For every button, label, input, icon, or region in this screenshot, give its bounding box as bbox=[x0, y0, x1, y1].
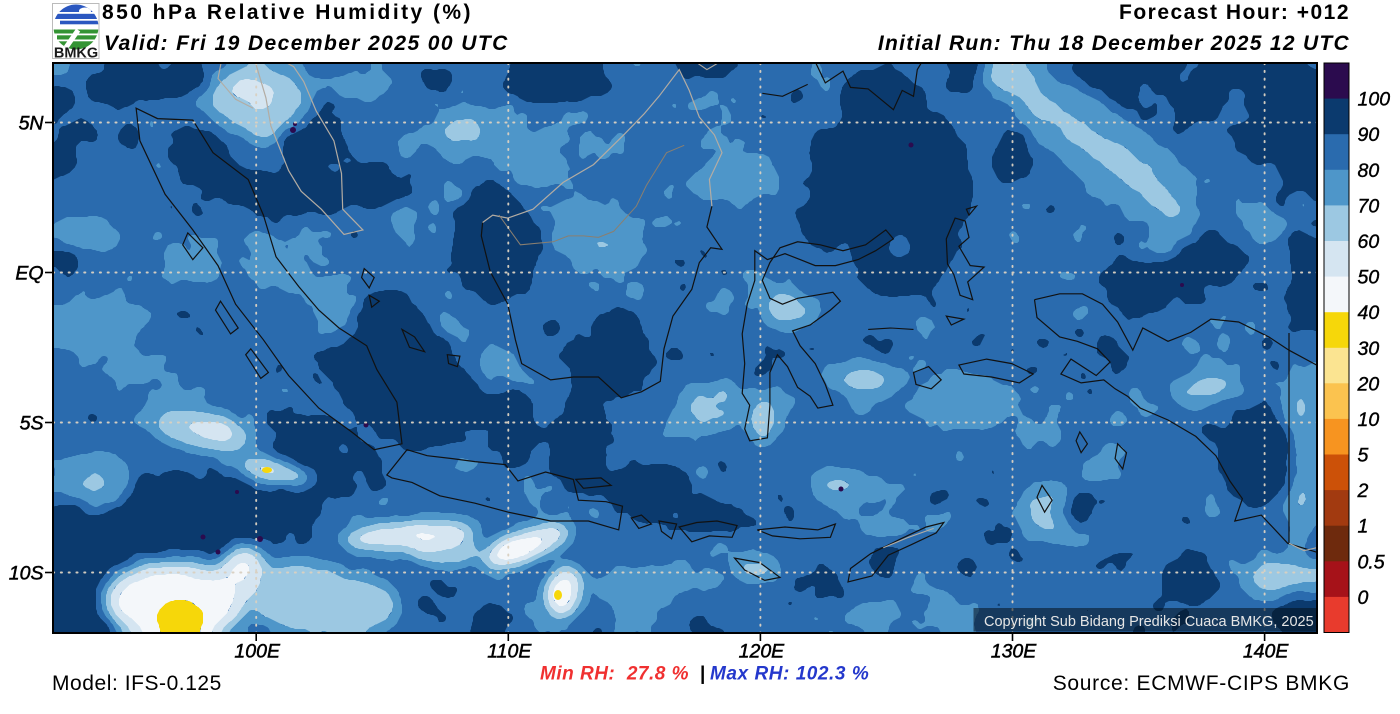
svg-text:5N: 5N bbox=[19, 113, 45, 135]
svg-text:70: 70 bbox=[1358, 195, 1380, 217]
svg-text:30: 30 bbox=[1358, 338, 1380, 360]
svg-text:140E: 140E bbox=[1243, 641, 1290, 663]
svg-text:110E: 110E bbox=[487, 641, 532, 663]
svg-text:|: | bbox=[700, 664, 705, 685]
svg-text:40: 40 bbox=[1358, 302, 1380, 324]
svg-text:120E: 120E bbox=[739, 641, 786, 663]
svg-text:2: 2 bbox=[1357, 480, 1369, 502]
svg-text:100: 100 bbox=[1358, 89, 1391, 111]
svg-text:Copyright Sub Bidang Prediksi: Copyright Sub Bidang Prediksi Cuaca BMKG… bbox=[984, 614, 1314, 630]
svg-text:850 hPa Relative Humidity (%): 850 hPa Relative Humidity (%) bbox=[102, 1, 473, 24]
svg-text:60: 60 bbox=[1358, 231, 1380, 253]
svg-text:Forecast Hour: +012: Forecast Hour: +012 bbox=[1119, 1, 1350, 24]
svg-text:20: 20 bbox=[1357, 373, 1380, 395]
svg-text:BMKG: BMKG bbox=[54, 46, 98, 62]
svg-text:EQ: EQ bbox=[15, 263, 43, 285]
svg-text:0: 0 bbox=[1358, 587, 1369, 609]
svg-text:100E: 100E bbox=[234, 641, 281, 663]
svg-text:Min RH: 27.8 %: Min RH: 27.8 % bbox=[540, 664, 689, 685]
svg-text:5: 5 bbox=[1358, 445, 1369, 467]
svg-text:Source: ECMWF-CIPS BMKG: Source: ECMWF-CIPS BMKG bbox=[1053, 672, 1350, 695]
svg-text:90: 90 bbox=[1358, 124, 1380, 146]
svg-text:50: 50 bbox=[1358, 267, 1380, 289]
svg-text:1: 1 bbox=[1358, 516, 1369, 538]
svg-text:80: 80 bbox=[1358, 160, 1380, 182]
svg-text:Valid: Fri 19 December 2025 00: Valid: Fri 19 December 2025 00 UTC bbox=[104, 32, 509, 55]
svg-text:Max RH: 102.3 %: Max RH: 102.3 % bbox=[710, 664, 869, 685]
svg-text:0.5: 0.5 bbox=[1358, 551, 1385, 573]
svg-text:10S: 10S bbox=[9, 563, 44, 585]
svg-text:Model: IFS-0.125: Model: IFS-0.125 bbox=[52, 672, 222, 695]
svg-text:5S: 5S bbox=[20, 413, 44, 435]
svg-text:10: 10 bbox=[1358, 409, 1380, 431]
svg-text:Initial Run: Thu 18 December 2: Initial Run: Thu 18 December 2025 12 UTC bbox=[878, 32, 1350, 55]
svg-text:130E: 130E bbox=[991, 641, 1038, 663]
